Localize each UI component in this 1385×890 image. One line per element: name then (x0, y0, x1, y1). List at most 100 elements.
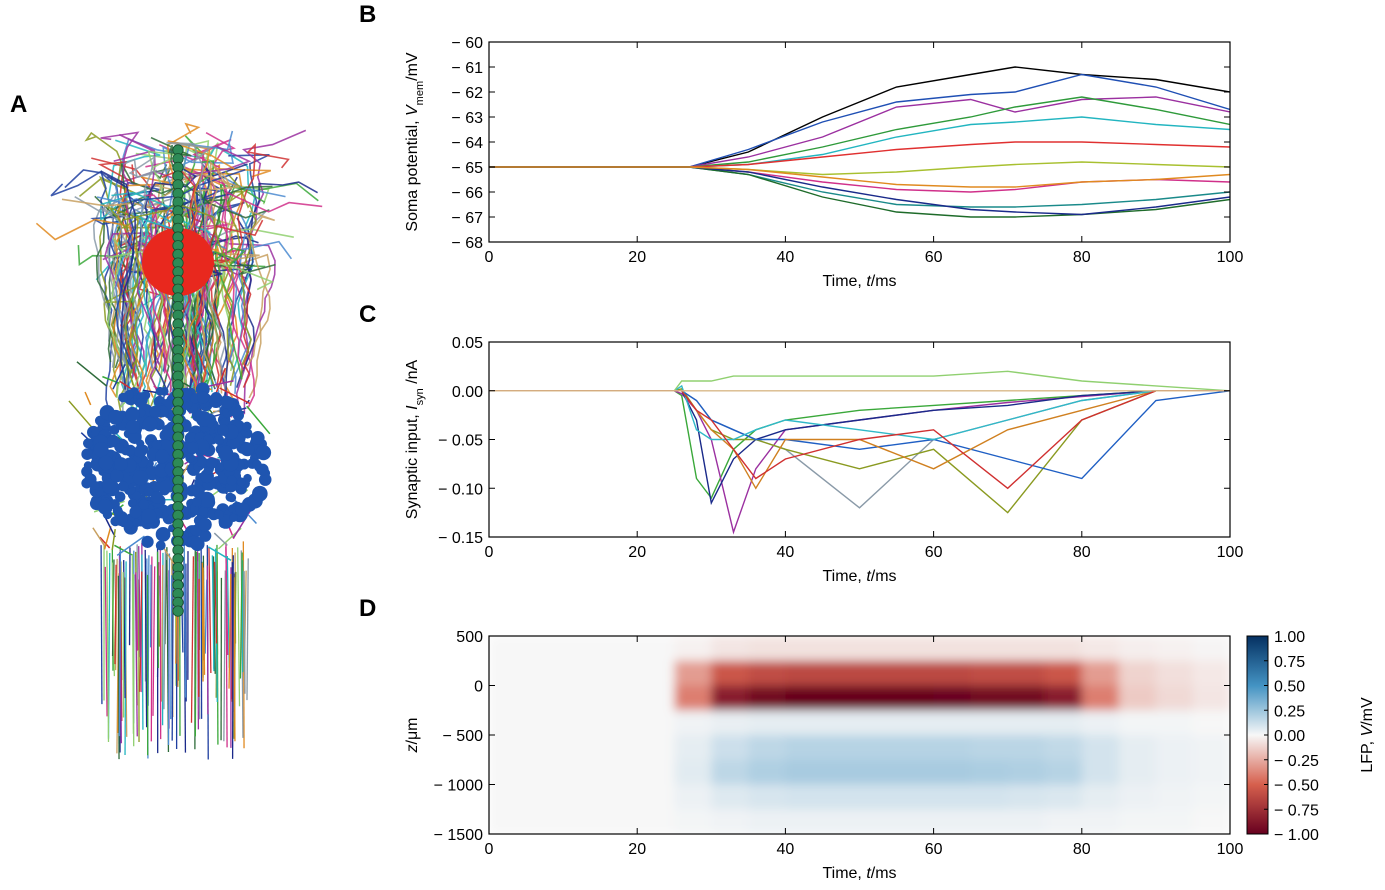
soma (191, 496, 202, 507)
axon (211, 555, 215, 672)
dendrite (192, 219, 264, 401)
heatmap-cell (1044, 636, 1083, 662)
soma (155, 526, 171, 542)
soma (155, 386, 165, 396)
heatmap-cell (785, 759, 823, 785)
heatmap-cell (637, 809, 675, 834)
heatmap-cell (785, 710, 823, 736)
soma (203, 466, 212, 476)
label-part: syn (414, 388, 426, 405)
heatmap-cell (896, 710, 935, 736)
dendrite (166, 141, 227, 391)
axon (167, 553, 171, 746)
axon (152, 566, 156, 716)
soma (93, 442, 109, 458)
dendrite (99, 207, 133, 411)
series-group (489, 370, 1230, 535)
axon (212, 556, 216, 674)
axon (202, 567, 206, 675)
axon (190, 556, 195, 723)
basal-dendrite (114, 544, 133, 556)
heatmap-cell (600, 784, 638, 810)
basal-dendrite (207, 546, 232, 561)
series-line (489, 161, 1230, 176)
heatmap-cell (933, 784, 972, 810)
heatmap-cell (1081, 759, 1120, 785)
label-part: Soma potential, (404, 116, 421, 232)
heatmap-cell (711, 759, 749, 785)
axon (114, 564, 117, 665)
heatmap-cell (785, 685, 823, 711)
label-part: /ms (871, 865, 897, 882)
dendrite (118, 155, 158, 407)
dendrite (235, 142, 290, 388)
series-line (489, 166, 1230, 218)
heatmap-cell (563, 809, 601, 834)
soma (217, 424, 229, 436)
dendrite (183, 168, 243, 411)
heatmap-cell (563, 636, 601, 662)
heatmap-cell (822, 759, 860, 785)
heatmap-cell (674, 685, 712, 711)
heatmap-cell (1155, 685, 1194, 711)
dendrite (122, 202, 236, 386)
axon (237, 547, 241, 707)
x-tick-label: 0 (485, 249, 494, 266)
series-line (489, 166, 1230, 216)
x-tick-label: 0 (485, 841, 494, 858)
heatmap-cell (859, 759, 898, 785)
heatmap-cell (637, 759, 675, 785)
label-part: t (866, 568, 871, 585)
heatmap-cell (1081, 784, 1120, 810)
label-part: /nA (404, 359, 421, 388)
label-part: I (404, 405, 421, 410)
dendrite (78, 175, 142, 397)
heatmap-cell (1044, 809, 1083, 834)
soma (102, 478, 118, 494)
heatmap-cell (1192, 685, 1230, 711)
heatmap-cell (785, 660, 823, 686)
heatmap-cell (489, 784, 527, 810)
heatmap-cell (1118, 809, 1157, 834)
soma (218, 445, 234, 461)
colorbar-tick-label: − 0.75 (1274, 802, 1319, 819)
basal-dendrite (92, 527, 106, 548)
colorbar-label: LFP, V/mV (1359, 697, 1376, 773)
heatmap-cell (600, 636, 638, 662)
soma (197, 391, 210, 404)
soma (155, 540, 166, 551)
soma (109, 424, 120, 435)
x-tick-label: 100 (1217, 841, 1244, 858)
heatmap-cell (1007, 735, 1046, 761)
heatmap-cell (1118, 759, 1157, 785)
heatmap-cell (711, 784, 749, 810)
heatmap-cell (1192, 735, 1230, 761)
y-tick-label: − 67 (451, 210, 483, 227)
soma (151, 439, 162, 450)
heatmap-cell (711, 735, 749, 761)
soma (83, 461, 93, 470)
heatmap-cell (1118, 685, 1157, 711)
heatmap-cell (933, 735, 972, 761)
dendrite (209, 144, 256, 368)
heatmap-cell (970, 759, 1009, 785)
soma (198, 491, 215, 508)
heatmap-cell (748, 809, 786, 834)
panel-label: B (359, 1, 376, 28)
soma (114, 457, 128, 471)
heatmap-cell (1044, 735, 1083, 761)
heatmap-cell (748, 636, 786, 662)
axon (231, 555, 234, 759)
dendrite (100, 170, 137, 390)
axon (225, 542, 228, 748)
heatmap-cell (896, 685, 935, 711)
heatmap-cell (970, 710, 1009, 736)
heatmap-cell (1081, 809, 1120, 834)
heatmap-cell (896, 660, 935, 686)
label-part: /μm (404, 718, 421, 745)
heatmap-cell (637, 660, 675, 686)
axon (134, 574, 138, 737)
label-part: V (1359, 724, 1376, 736)
heatmap-cell (1007, 660, 1046, 686)
soma (117, 481, 129, 492)
